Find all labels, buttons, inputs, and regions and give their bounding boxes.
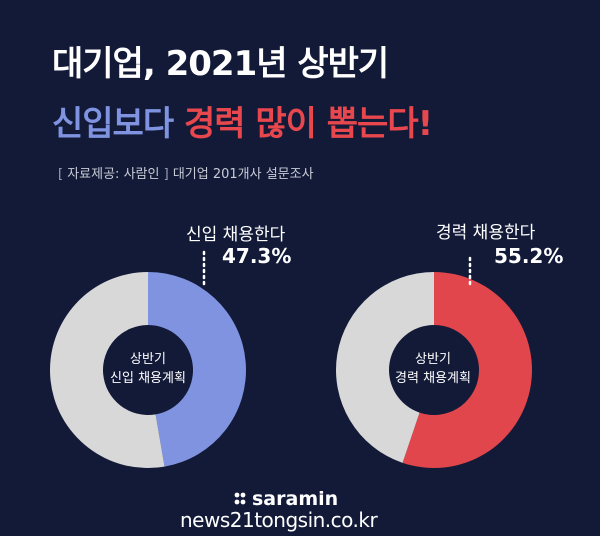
source-note: [ 자료제공: 사람인 ] 대기업 201개사 설문조사 <box>58 163 314 182</box>
brand-name: saramin <box>252 488 339 510</box>
donut-slice-highlight <box>402 272 532 468</box>
center-label-line1: 상반기 <box>130 352 166 367</box>
donut-slice-remainder <box>50 272 165 468</box>
center-label-line2: 신입 채용계획 <box>110 371 186 386</box>
donut-center-label-new-hire: 상반기 신입 채용계획 <box>93 350 203 388</box>
title-highlight-new-hire: 신입보다 <box>52 104 174 144</box>
title-line1: 대기업, 2021년 상반기 <box>52 44 389 84</box>
source-bracket-close: ] <box>163 167 169 182</box>
source-description: 대기업 201개사 설문조사 <box>172 167 314 182</box>
slice-value-experienced: 55.2% <box>494 244 564 268</box>
saramin-brand: saramin <box>232 488 338 510</box>
title-line2: 신입보다 경력 많이 뽑는다! <box>52 96 433 145</box>
watermark: news21tongsin.co.kr <box>180 508 378 532</box>
donut-slice-remainder <box>335 272 434 463</box>
center-label-line1: 상반기 <box>415 352 451 367</box>
title-highlight-experienced: 경력 많이 뽑는다! <box>183 104 433 144</box>
slice-value-new-hire: 47.3% <box>222 244 292 268</box>
donut-slice-highlight <box>148 272 246 467</box>
source-bracket-open: [ <box>58 167 64 182</box>
donut-center-label-experienced: 상반기 경력 채용계획 <box>378 350 488 388</box>
slice-label-experienced: 경력 채용한다 <box>436 223 536 243</box>
source-label: 자료제공: 사람인 <box>67 167 160 182</box>
slice-label-new-hire: 신입 채용한다 <box>186 225 286 245</box>
center-label-line2: 경력 채용계획 <box>395 371 471 386</box>
saramin-logo-icon <box>234 492 246 505</box>
